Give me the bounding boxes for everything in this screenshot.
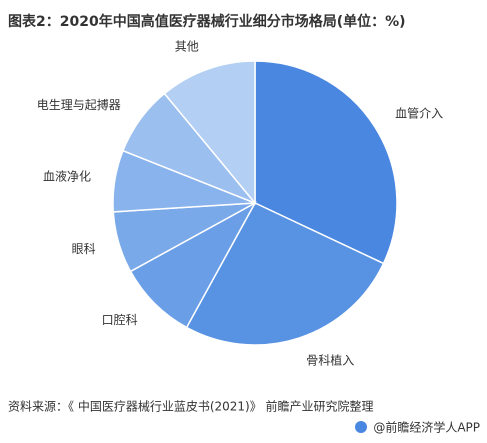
source: 资料来源：《 中国医疗器械行业蓝皮书(2021)》 前瞻产业研究院整理 [8, 399, 374, 414]
slice-label: 骨科植入 [306, 352, 354, 367]
slice-label: 口腔科 [102, 312, 138, 327]
footer: @前瞻经济学人APP [373, 420, 480, 435]
footer-icon [355, 421, 367, 433]
pie-slice [129, 201, 257, 329]
slice-label: 血管介入 [395, 106, 443, 121]
slice-label: 血液净化 [43, 169, 91, 184]
slice-label: 其他 [175, 39, 199, 53]
slice-label: 眼科 [72, 242, 96, 256]
slice-label: 电生理与起搏器 [37, 98, 121, 112]
pie-slice [254, 60, 398, 265]
chart-title: 图表2：2020年中国高值医疗器械行业细分市场格局(单位：%) [8, 13, 406, 30]
pie-slice [163, 60, 256, 206]
